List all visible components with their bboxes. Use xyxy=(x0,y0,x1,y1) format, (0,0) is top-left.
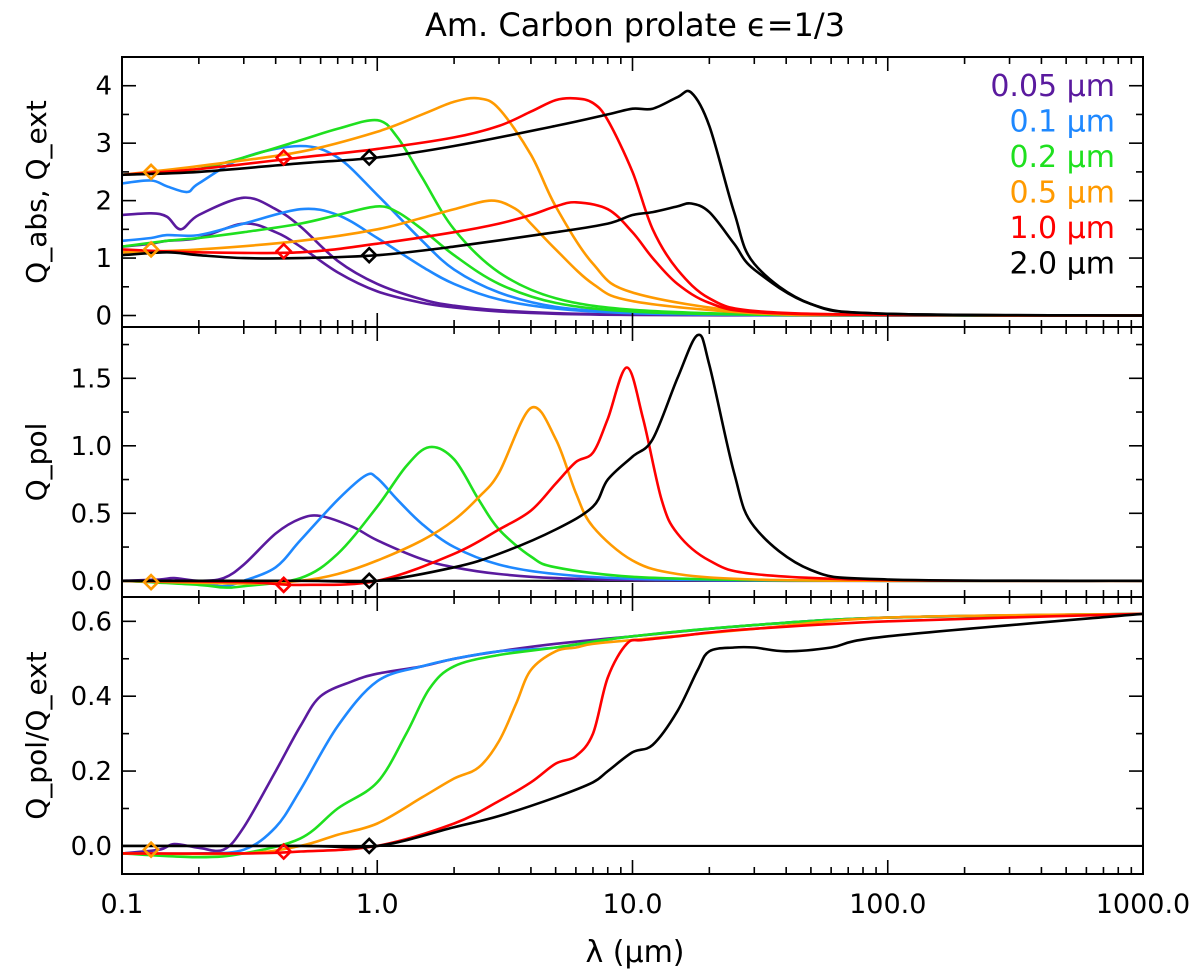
legend-item: 0.2 μm xyxy=(1009,140,1115,175)
panel-2-y-axis-label: Q_pol xyxy=(20,423,53,502)
series-line-0.5 xyxy=(122,405,1143,585)
x-axis-label: λ (μm) xyxy=(585,935,684,970)
panel-3-plot xyxy=(122,612,1143,861)
y-tick-label: 4 xyxy=(95,72,112,102)
panel-2-plot xyxy=(122,333,1143,594)
y-tick-label: 1.0 xyxy=(71,432,112,462)
diamond-marker xyxy=(274,576,293,594)
panel-3-frame xyxy=(121,596,1144,875)
legend: 0.05 μm0.1 μm0.2 μm0.5 μm1.0 μm2.0 μm xyxy=(990,69,1115,282)
y-tick-label: 0.0 xyxy=(71,832,112,862)
plot-layer xyxy=(122,89,1143,861)
chart-title: Am. Carbon prolate ϵ=1/3 xyxy=(425,6,845,44)
y-tick-label: 0.4 xyxy=(71,682,112,712)
y-tick-label: 0.0 xyxy=(71,567,112,597)
x-tick-label: 0.1 xyxy=(101,889,144,920)
y-tick-label: 3 xyxy=(95,129,112,159)
diamond-marker xyxy=(360,837,379,855)
y-tick-label: 2 xyxy=(95,187,112,217)
panel-1-plot xyxy=(122,89,1143,317)
legend-item: 2.0 μm xyxy=(1009,247,1115,282)
series-line-0.5 xyxy=(122,612,1143,856)
series-line-0.2-abs xyxy=(122,205,1143,317)
series-line-1.0 xyxy=(122,366,1143,587)
legend-item: 0.1 μm xyxy=(1009,105,1115,140)
x-tick-label: 1000.0 xyxy=(1096,889,1190,920)
diamond-marker xyxy=(360,148,379,167)
series-line-1.0 xyxy=(122,612,1143,855)
y-tick-label: 0 xyxy=(95,302,112,332)
x-tick-label: 100.0 xyxy=(849,889,926,920)
y-tick-label: 0.5 xyxy=(71,499,112,529)
series-line-2.0-ext xyxy=(122,89,1143,317)
diamond-marker xyxy=(360,246,379,265)
y-tick-label: 1 xyxy=(95,244,112,274)
diamond-marker xyxy=(274,842,293,861)
diamond-marker xyxy=(142,163,160,181)
panel-1-y-axis-label: Q_abs, Q_ext xyxy=(20,100,53,284)
x-tick-label: 10.0 xyxy=(602,889,662,920)
series-line-0.1-abs xyxy=(122,207,1143,317)
diamond-marker xyxy=(142,840,160,859)
panel-2-frame xyxy=(121,326,1144,598)
diamond-marker xyxy=(274,148,293,167)
series-line-1.0-ext xyxy=(122,96,1143,317)
series-line-0.05 xyxy=(122,514,1143,583)
diamond-marker xyxy=(142,240,160,259)
y-tick-label: 1.5 xyxy=(71,364,112,394)
x-tick-label: 1.0 xyxy=(356,889,399,920)
axis-layer: 0 1 2 3 4 Q_abs, Q_ext 0.0 0.5 1.0 1.5 Q_pol 0.0 0.2… xyxy=(20,56,1190,920)
legend-item: 0.5 μm xyxy=(1009,176,1115,211)
series-line-2.0 xyxy=(122,612,1143,849)
series-line-0.2-ext xyxy=(122,118,1143,317)
diamond-marker xyxy=(142,573,160,591)
series-line-0.05 xyxy=(122,612,1143,855)
series-line-1.0-abs xyxy=(122,200,1143,317)
series-line-0.5-ext xyxy=(122,96,1143,317)
diamond-marker xyxy=(360,571,379,590)
y-tick-label: 0.2 xyxy=(71,757,112,787)
panel-3-y-axis-label: Q_pol/Q_ext xyxy=(20,651,53,820)
legend-item: 0.05 μm xyxy=(990,69,1115,104)
series-line-2.0-abs xyxy=(122,201,1143,317)
diamond-marker xyxy=(274,242,293,261)
y-tick-label: 0.6 xyxy=(71,607,112,637)
series-line-0.1 xyxy=(122,472,1143,588)
legend-item: 1.0 μm xyxy=(1009,211,1115,246)
series-line-0.2 xyxy=(122,612,1143,859)
series-line-0.1 xyxy=(122,612,1143,855)
series-line-2.0 xyxy=(122,333,1143,584)
